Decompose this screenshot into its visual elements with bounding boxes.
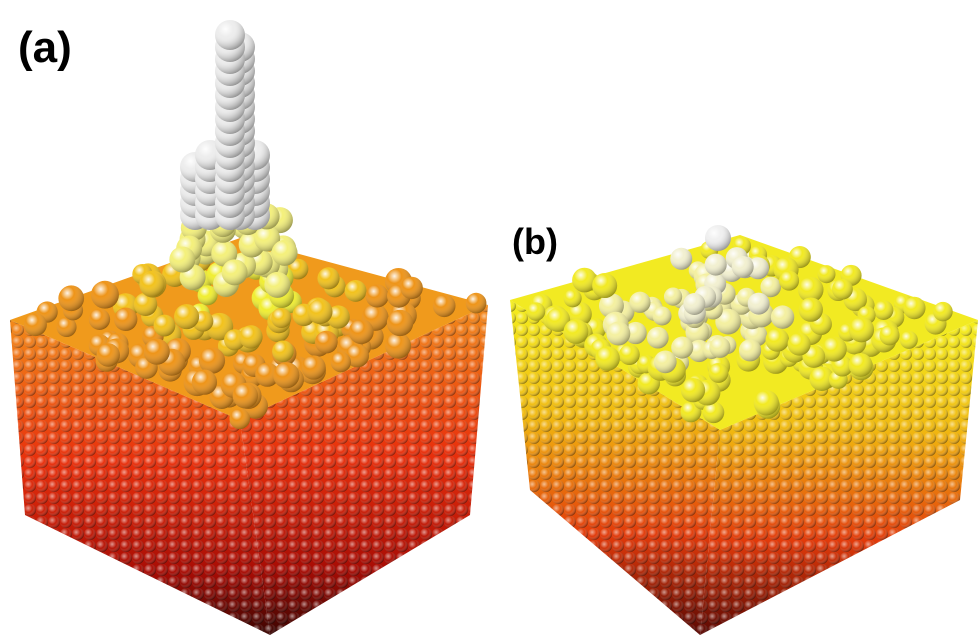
- atom-shade: [779, 271, 799, 291]
- atom-shade: [748, 293, 770, 315]
- atom-shade: [89, 309, 110, 330]
- atom-shade: [595, 346, 620, 371]
- atom-shade: [345, 280, 367, 302]
- atom-shade: [264, 272, 290, 298]
- atom-shade: [272, 240, 298, 266]
- atom-shade: [903, 297, 925, 319]
- atom-shade: [97, 343, 120, 366]
- atom-shade: [317, 267, 339, 289]
- atom-shade: [308, 299, 333, 324]
- atom-shade: [705, 225, 731, 251]
- panel-label: (b): [512, 221, 558, 262]
- atom-shade: [683, 293, 705, 315]
- atom-shade: [933, 302, 953, 322]
- page: {"panels": [{"label": "(a)"}, {"label": …: [0, 0, 978, 640]
- atom-shade: [817, 265, 835, 283]
- atom-shade: [91, 281, 119, 309]
- atom-shade: [387, 310, 413, 336]
- atom-shade: [765, 328, 789, 352]
- atom-shade: [564, 289, 582, 307]
- atom-shade: [629, 292, 650, 313]
- atom-shade: [709, 337, 730, 358]
- atom-shade: [331, 352, 351, 372]
- atom-shade: [272, 340, 294, 362]
- atom-shade: [233, 383, 258, 408]
- atom-shade: [400, 277, 422, 299]
- atom-shade: [681, 378, 705, 402]
- atom-shade: [315, 331, 338, 354]
- atom-shade: [822, 337, 847, 362]
- atom-shade: [564, 319, 589, 344]
- atom-shade: [192, 370, 217, 395]
- atom-shade: [140, 272, 165, 297]
- atom-shade: [169, 246, 195, 272]
- atom-shade: [433, 294, 456, 317]
- atom-shade: [273, 362, 299, 388]
- atom-shade: [527, 302, 545, 320]
- crystal-b: [510, 225, 978, 635]
- atom-shade: [154, 315, 176, 337]
- atom-shade: [900, 331, 918, 349]
- atom-shade: [664, 287, 682, 305]
- atom-shade: [788, 333, 811, 356]
- atom-shade: [619, 344, 640, 365]
- atom-shade: [849, 353, 873, 377]
- atom-shade: [239, 325, 262, 348]
- atom-shade: [385, 333, 411, 359]
- atom-shade: [771, 305, 794, 328]
- atom-shade: [754, 390, 779, 415]
- atom-shade: [215, 20, 245, 50]
- atom-shade: [592, 273, 617, 298]
- atom-shade: [606, 322, 630, 346]
- atom-shade: [647, 327, 669, 349]
- atom-shade: [58, 285, 84, 311]
- crystal-a: [10, 20, 488, 635]
- atom-shade: [709, 363, 729, 383]
- atom-shade: [670, 248, 692, 270]
- atom-shade: [222, 259, 248, 285]
- atom-shade: [366, 284, 389, 307]
- atom-shade: [832, 279, 853, 300]
- atom-shade: [874, 300, 894, 320]
- atom-shade: [653, 307, 672, 326]
- atom-shade: [739, 339, 761, 361]
- panel-label: (a): [18, 23, 72, 72]
- atom-shade: [24, 313, 47, 336]
- atom-shade: [705, 254, 727, 276]
- atom-shade: [229, 409, 250, 430]
- atom-shade: [144, 339, 170, 365]
- atom-shade: [174, 304, 199, 329]
- atom-shade: [466, 293, 487, 314]
- atom-shade: [732, 256, 754, 278]
- atom-shade: [849, 317, 874, 342]
- atom-shade: [654, 350, 677, 373]
- atom-shade: [271, 308, 291, 328]
- atom-shade: [349, 319, 374, 344]
- atom-shade: [879, 325, 899, 345]
- figure: (a) (b): [0, 0, 978, 640]
- atom-shade: [114, 308, 137, 331]
- atom-shade: [799, 297, 823, 321]
- atom-shade: [301, 355, 325, 379]
